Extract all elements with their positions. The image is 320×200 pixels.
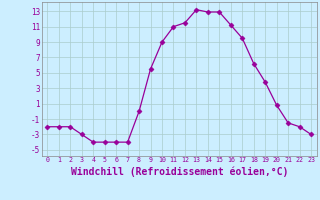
X-axis label: Windchill (Refroidissement éolien,°C): Windchill (Refroidissement éolien,°C) [70,166,288,177]
